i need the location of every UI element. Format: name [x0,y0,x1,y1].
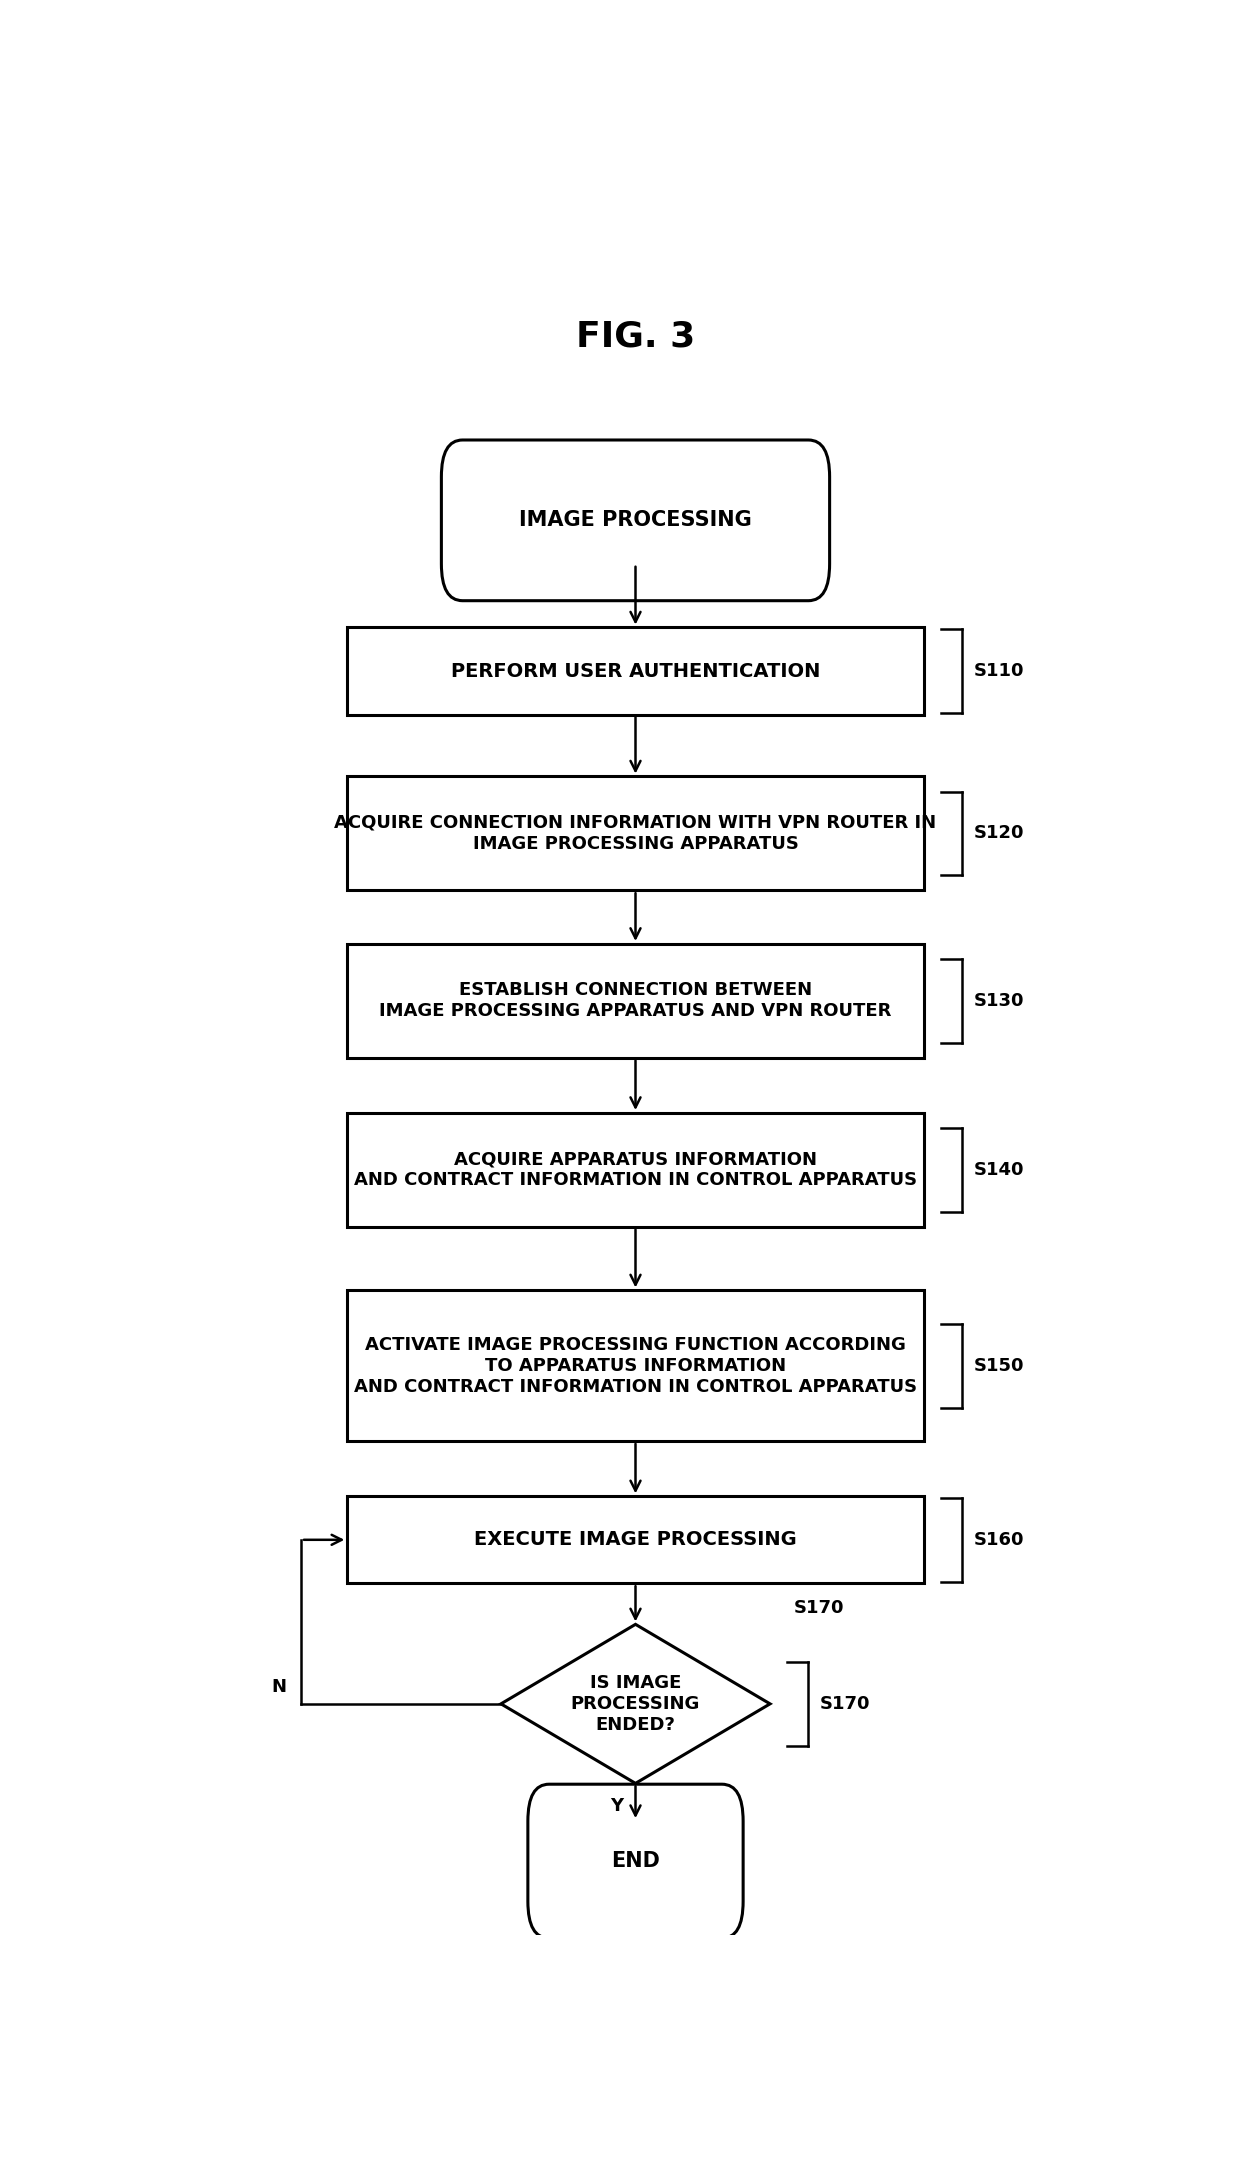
Text: IMAGE PROCESSING: IMAGE PROCESSING [520,511,751,530]
Text: EXECUTE IMAGE PROCESSING: EXECUTE IMAGE PROCESSING [474,1530,797,1550]
Bar [347,1291,924,1441]
Text: S130: S130 [973,991,1024,1009]
Text: S170: S170 [794,1598,844,1617]
Bar [347,628,924,715]
Bar [347,776,924,891]
Polygon shape [501,1624,770,1783]
Text: Y: Y [610,1796,622,1815]
Text: END: END [611,1852,660,1872]
Text: N: N [272,1678,286,1696]
Text: IS IMAGE
PROCESSING
ENDED?: IS IMAGE PROCESSING ENDED? [570,1674,701,1733]
Text: ACQUIRE CONNECTION INFORMATION WITH VPN ROUTER IN
IMAGE PROCESSING APPARATUS: ACQUIRE CONNECTION INFORMATION WITH VPN … [335,813,936,852]
FancyBboxPatch shape [441,439,830,600]
Text: ACQUIRE APPARATUS INFORMATION
AND CONTRACT INFORMATION IN CONTROL APPARATUS: ACQUIRE APPARATUS INFORMATION AND CONTRA… [353,1150,918,1189]
Bar [347,1496,924,1583]
Text: S120: S120 [973,824,1024,841]
Text: S140: S140 [973,1161,1024,1178]
Text: ESTABLISH CONNECTION BETWEEN
IMAGE PROCESSING APPARATUS AND VPN ROUTER: ESTABLISH CONNECTION BETWEEN IMAGE PROCE… [379,980,892,1020]
Text: S160: S160 [973,1530,1024,1548]
FancyBboxPatch shape [528,1785,743,1939]
Text: S110: S110 [973,663,1024,680]
Bar [347,1113,924,1226]
Bar [347,944,924,1059]
Text: ACTIVATE IMAGE PROCESSING FUNCTION ACCORDING
TO APPARATUS INFORMATION
AND CONTRA: ACTIVATE IMAGE PROCESSING FUNCTION ACCOR… [353,1335,918,1396]
Text: S150: S150 [973,1357,1024,1374]
Text: FIG. 3: FIG. 3 [575,320,696,352]
Text: S170: S170 [820,1696,870,1713]
Text: PERFORM USER AUTHENTICATION: PERFORM USER AUTHENTICATION [451,661,820,680]
